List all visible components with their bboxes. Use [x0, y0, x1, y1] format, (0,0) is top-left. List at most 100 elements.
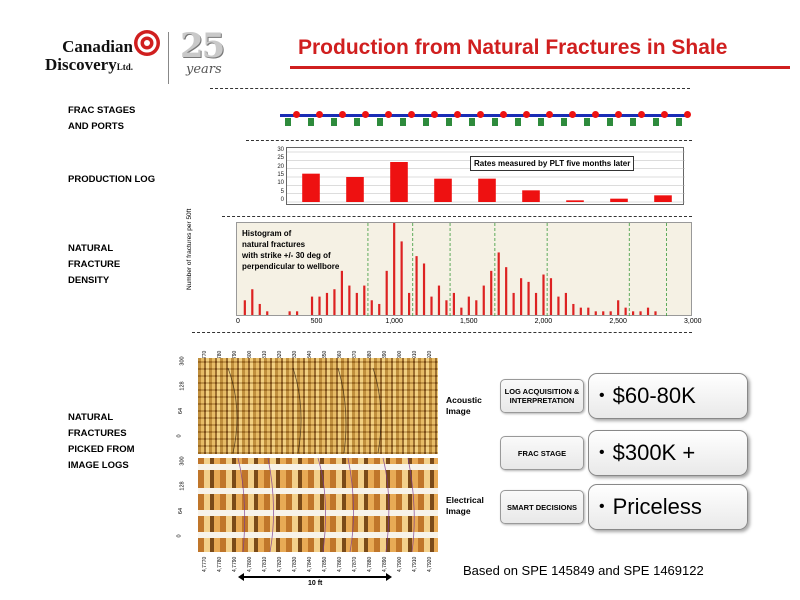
histogram-bar: [505, 267, 508, 315]
histogram-bar: [258, 303, 261, 315]
histogram-bar: [557, 296, 560, 315]
histogram-caption-line: with strike +/- 30 deg of: [242, 251, 331, 260]
frac-port-dot: [546, 111, 553, 118]
cost-row-log-acquisition: LOG ACQUISITION & INTERPRETATION • $60-80…: [500, 373, 750, 419]
histogram-x-tick: 2,500: [609, 318, 627, 325]
histogram-bar: [460, 307, 463, 315]
depth-tick-label: 4,7830: [292, 556, 298, 572]
histogram-bar: [564, 292, 567, 315]
separator-line: [210, 88, 690, 89]
depth-tick-label: 4,7780: [217, 556, 223, 572]
electrical-image-log: [198, 458, 438, 552]
depth-tick-label: 4,7820: [277, 556, 283, 572]
depth-scale-label: 64: [178, 407, 185, 415]
production-bar: [302, 173, 320, 202]
frac-port-dot: [592, 111, 599, 118]
histogram-bar: [475, 300, 478, 315]
cost-row-smart-decisions: SMART DECISIONS • Priceless: [500, 484, 750, 530]
histogram-bar: [534, 292, 538, 315]
histogram-bar: [385, 270, 388, 315]
frac-port-dot: [569, 111, 576, 118]
histogram-bar: [602, 311, 605, 315]
depth-scale-label: 300: [179, 456, 186, 466]
frac-port-dot: [523, 111, 530, 118]
production-y-tick: 15: [277, 172, 284, 178]
histogram-bar: [393, 223, 396, 315]
frac-stage-marker: [676, 118, 682, 126]
depth-tick-label: 4,7850: [322, 556, 328, 572]
histogram-x-tick: 500: [310, 318, 323, 325]
production-y-tick: 30: [277, 147, 284, 153]
title-underline: [290, 66, 790, 69]
depth-tick-label: 4,7770: [202, 556, 208, 572]
histogram-bar: [325, 292, 329, 315]
bottom-depth-ticks: 4,7770 4,7780 4,7790 4,7800 4,7810 4,7820 4,78…: [198, 556, 438, 572]
histogram-caption: Histogram of natural fractures with stri…: [242, 228, 339, 272]
histogram-bar: [296, 311, 299, 315]
slide-title: Production from Natural Fractures in Sha…: [298, 36, 728, 59]
frac-port-dot: [339, 111, 346, 118]
histogram-bar: [654, 311, 657, 315]
histogram-bar: [512, 292, 515, 315]
fracture-histogram: [236, 222, 692, 317]
depth-scale-label: 128: [179, 381, 186, 391]
histogram-x-tick: 0: [236, 318, 240, 325]
depth-tick-label: 4,7840: [307, 556, 313, 572]
company-line2: Discovery: [44, 55, 117, 74]
histogram-bar: [288, 311, 291, 315]
histogram-bar: [370, 300, 373, 315]
cost-label: LOG ACQUISITION & INTERPRETATION: [500, 379, 584, 413]
cost-label: FRAC STAGE: [500, 436, 584, 470]
fracture-histogram-svg: [243, 223, 668, 317]
histogram-bar: [251, 289, 254, 315]
histogram-x-tick: 2,000: [534, 318, 553, 325]
depth-tick-label: 4,7810: [262, 556, 268, 572]
anniversary-badge: 25 years: [176, 26, 256, 83]
depth-tick-label: 4,7800: [247, 556, 253, 572]
histogram-bar: [482, 285, 485, 315]
frac-stage-marker: [584, 118, 590, 126]
depth-scale-label: 64: [178, 507, 185, 515]
production-bar: [346, 177, 364, 202]
frac-port-dot: [661, 111, 668, 118]
label-frac-stages: FRAC STAGES AND PORTS: [68, 105, 136, 132]
production-bar: [522, 190, 540, 202]
production-bar: [610, 198, 628, 202]
histogram-bar: [452, 292, 455, 315]
production-y-tick: 0: [280, 197, 284, 203]
histogram-bar: [609, 311, 612, 315]
production-y-tick: 5: [280, 188, 284, 195]
histogram-bar: [415, 256, 418, 315]
frac-port-dot: [293, 111, 300, 118]
cost-value-text: $300K +: [612, 440, 696, 465]
frac-stage-marker: [308, 118, 314, 126]
acoustic-image-label: Acoustic Image: [446, 395, 482, 416]
scale-bar: [238, 573, 392, 581]
histogram-bar: [318, 296, 321, 315]
frac-stage-marker: [469, 118, 475, 126]
frac-port-dot: [316, 111, 323, 118]
cost-value: • Priceless: [588, 484, 748, 530]
histogram-bar: [467, 296, 470, 315]
anniversary-word: years: [186, 62, 222, 77]
histogram-caption-line: perpendicular to wellbore: [242, 262, 340, 271]
frac-port-dot: [500, 111, 507, 118]
frac-port-dot: [408, 111, 415, 118]
histogram-bar: [400, 241, 403, 315]
frac-stage-marker: [607, 118, 613, 126]
company-line1: Canadian: [62, 37, 133, 56]
cost-row-frac-stage: FRAC STAGE • $300K +: [500, 430, 750, 476]
separator-line: [222, 216, 692, 217]
depth-scale-label: 300: [179, 356, 186, 366]
label-fracture-density: NATURAL FRACTURE DENSITY: [68, 243, 121, 286]
depth-tick-label: 4,7900: [397, 556, 403, 572]
histogram-caption-line: natural fractures: [242, 240, 306, 249]
frac-stage-marker: [285, 118, 291, 126]
frac-stage-marker: [538, 118, 544, 126]
histogram-bar: [310, 296, 314, 315]
depth-scale-label: 128: [179, 481, 186, 491]
electrical-band: [198, 464, 438, 470]
scale-label: 10 ft: [308, 580, 323, 587]
frac-port-dot: [477, 111, 484, 118]
histogram-bar: [542, 274, 545, 315]
